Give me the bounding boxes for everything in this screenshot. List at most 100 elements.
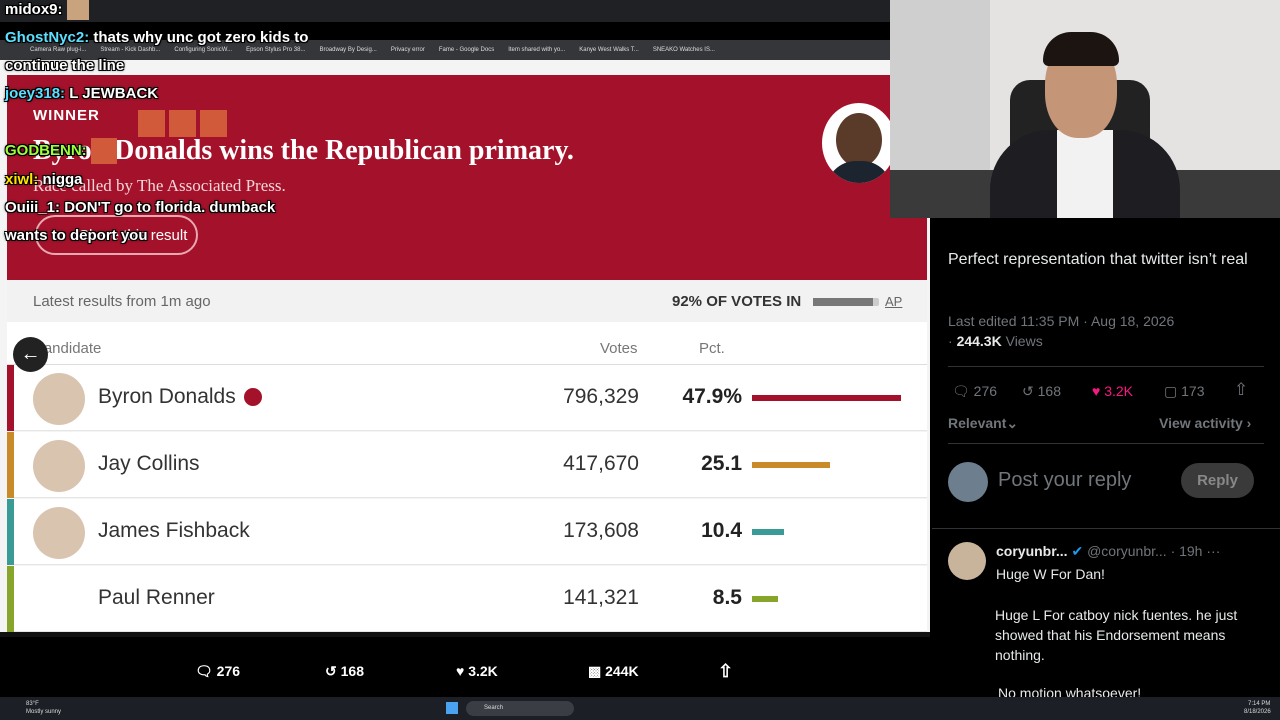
hair: [1043, 32, 1119, 66]
bookmark[interactable]: Privacy error: [390, 47, 425, 53]
photo-suit: [826, 161, 892, 183]
emote: [90, 138, 117, 165]
count: 276: [973, 383, 998, 399]
share-stat[interactable]: ⇧: [1234, 380, 1249, 399]
pct-bar: [752, 529, 785, 535]
bookmark[interactable]: Stream - Kick Dashb...: [100, 47, 161, 53]
reply-input[interactable]: Post your reply: [998, 469, 1132, 491]
back-button[interactable]: ←: [13, 337, 48, 372]
tab-strip: [0, 0, 890, 22]
chat-user: GhostNyc2:: [5, 29, 90, 46]
count: 3.2K: [468, 663, 498, 679]
updated-label: Latest results from 1m ago: [33, 293, 211, 310]
party-stripe: [7, 365, 14, 431]
share-icon[interactable]: ⇧: [718, 661, 734, 681]
party-stripe: [7, 566, 14, 632]
chat-text: L JEWBACK: [69, 85, 159, 102]
count: 276: [216, 663, 241, 679]
chat-message: Ouiii_1: DON'T go to florida. dumback wa…: [5, 194, 305, 250]
bookmark[interactable]: Broadway By Desig...: [319, 47, 377, 53]
own-avatar: [948, 462, 988, 502]
reply-line: Huge L For catboy nick fuentes. he just …: [995, 607, 1238, 663]
candidate-avatar: [33, 440, 85, 492]
bookmark[interactable]: Configuring SonicW...: [174, 47, 233, 53]
media-bottom-fade: [0, 632, 930, 637]
reply-count[interactable]: 🗨 276: [195, 663, 241, 679]
emote-row: [138, 110, 227, 137]
count: 173: [1181, 383, 1205, 399]
count: 244K: [605, 663, 639, 679]
bookmark[interactable]: Kanye West Walks T...: [579, 47, 639, 53]
bookmark[interactable]: Epson Stylus Pro 38...: [246, 47, 306, 53]
tweet-text: Perfect representation that twitter isn’…: [948, 251, 1248, 268]
search-box[interactable]: Search: [466, 701, 574, 716]
photo-face: [836, 113, 882, 167]
candidate-avatar: [33, 373, 85, 425]
tweet-panel: Perfect representation that twitter isn’…: [932, 218, 1280, 701]
reply-avatar: [948, 542, 986, 580]
reply-handle: @coryunbr...: [1087, 543, 1167, 559]
emote: [66, 0, 89, 21]
candidate-row: Jay Collins 417,670 25.1: [7, 432, 927, 498]
bookmark[interactable]: Fame - Google Docs: [438, 47, 495, 53]
views-label: Views: [1005, 333, 1043, 349]
candidate-name: Paul Renner: [98, 586, 215, 609]
chat-user: GODBENN:: [5, 142, 87, 159]
views-count: 244.3K: [956, 333, 1002, 349]
bookmark-stat[interactable]: ▢ 173: [1164, 383, 1205, 399]
bookmark[interactable]: SNEAKO Watches IS...: [652, 47, 715, 53]
divider: [948, 443, 1264, 444]
views-line: · 244.3K Views: [948, 333, 1043, 349]
more-menu[interactable]: ···: [1206, 543, 1221, 559]
media-action-bar: 🗨 276 ↺ 168 ♥ 3.2K ▩ 244K ⇧: [0, 637, 930, 697]
candidate-row: Byron Donalds 796,329 47.9%: [7, 365, 927, 431]
bookmark[interactable]: Item shared with yo...: [508, 47, 566, 53]
verified-badge: ✔: [1071, 543, 1084, 559]
candidate-name: Byron Donalds: [98, 385, 262, 409]
share-button[interactable]: Share this result: [35, 215, 198, 255]
sort-label: Relevant: [948, 415, 1007, 431]
chat-text: thats why unc got zero kids to continue …: [5, 29, 309, 74]
activity-label: View activity: [1159, 415, 1243, 431]
start-button[interactable]: [446, 702, 458, 714]
clock-date: 8/18/2026: [1244, 709, 1271, 715]
candidate-votes: 796,329: [563, 385, 639, 408]
candidate-votes: 141,321: [563, 586, 639, 609]
candidate-votes: 173,608: [563, 519, 639, 542]
taskbar: 83°F Mostly sunny Search 7:14 PM 8/18/20…: [0, 697, 1280, 720]
edited-label: Last edited 11:35 PM · Aug 18, 2026: [948, 313, 1175, 329]
candidate-name: Jay Collins: [98, 452, 200, 475]
progress-bar: [813, 298, 879, 306]
chat-message: midox9:: [5, 0, 335, 24]
sort-menu[interactable]: Relevant⌄: [948, 415, 1019, 431]
count: 168: [1037, 383, 1061, 399]
shirt: [1057, 130, 1113, 218]
candidate-photo: [822, 103, 896, 183]
candidate-votes: 417,670: [563, 452, 639, 475]
reply-button[interactable]: Reply: [1181, 463, 1254, 498]
candidate-row: James Fishback 173,608 10.4: [7, 499, 927, 565]
view-count[interactable]: ▩ 244K: [588, 663, 639, 679]
candidate-name: James Fishback: [98, 519, 250, 542]
candidate-row: Paul Renner 141,321 8.5: [7, 566, 927, 632]
like-count[interactable]: ♥ 3.2K: [456, 663, 498, 679]
repost-stat[interactable]: ↺ 168: [1022, 383, 1061, 399]
candidate-pct: 10.4: [701, 519, 742, 542]
bookmark[interactable]: Camera Raw plug-i...: [30, 47, 87, 53]
chat-message: joey318: L JEWBACK: [5, 80, 335, 108]
emote: [200, 110, 227, 137]
reply-stat[interactable]: 🗨 276: [952, 383, 998, 399]
count: 168: [340, 663, 364, 679]
party-stripe: [7, 432, 14, 498]
bookmarks-bar: Camera Raw plug-i... Stream - Kick Dashb.…: [0, 40, 890, 60]
chat-user: xiwl:: [5, 171, 39, 188]
reply-name: coryunbr...: [996, 543, 1068, 559]
source-link[interactable]: AP: [885, 294, 903, 309]
like-stat[interactable]: ♥ 3.2K: [1092, 383, 1134, 399]
column-header: Votes: [600, 340, 638, 357]
chat-text: nigga: [42, 171, 83, 188]
emote: [169, 110, 196, 137]
activity-link[interactable]: View activity ›: [1159, 415, 1252, 431]
chat-message: xiwl: nigga: [5, 166, 335, 194]
repost-count[interactable]: ↺ 168: [325, 663, 364, 679]
